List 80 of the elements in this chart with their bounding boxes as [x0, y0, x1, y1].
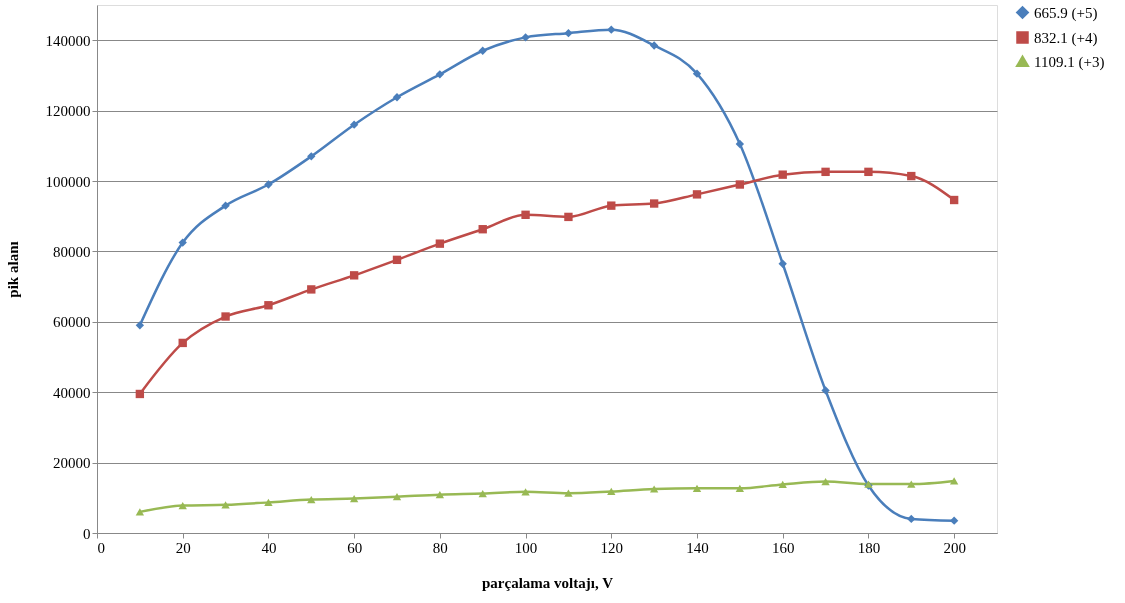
point	[692, 69, 702, 78]
point	[392, 493, 402, 501]
point	[178, 338, 187, 348]
point	[435, 70, 445, 79]
point	[307, 285, 316, 294]
point	[649, 199, 659, 208]
y-tick-label: 60000	[53, 314, 91, 331]
point	[349, 271, 359, 280]
point	[521, 33, 530, 42]
point	[821, 167, 830, 177]
point	[778, 259, 787, 268]
point	[435, 491, 445, 499]
point	[307, 152, 316, 161]
point	[907, 514, 916, 524]
y-tick-label: 80000	[53, 243, 91, 260]
point	[907, 480, 916, 488]
point	[307, 495, 316, 504]
point	[478, 489, 487, 498]
point	[435, 239, 445, 248]
x-tick-label: 160	[771, 539, 795, 556]
point	[821, 477, 830, 486]
point	[478, 225, 487, 234]
x-tick-label: 180	[857, 539, 881, 556]
x-tick-label: 100	[514, 539, 538, 556]
y-tick-label: 40000	[53, 384, 91, 401]
x-tick-label: 140	[686, 539, 709, 556]
legend-label: 1109.1 (+3)	[1034, 53, 1105, 71]
point	[264, 498, 273, 506]
point	[349, 494, 359, 503]
x-tick-label: 60	[347, 539, 363, 556]
point	[521, 210, 530, 219]
point	[264, 301, 273, 310]
point	[778, 480, 787, 489]
point	[692, 190, 702, 199]
point	[778, 170, 787, 179]
x-tick-label: 40	[261, 539, 277, 556]
y-tick-label: 120000	[45, 103, 91, 120]
x-tick-label: 80	[432, 539, 448, 556]
legend-label: 665.9 (+5)	[1034, 4, 1098, 22]
x-tick-label: 120	[600, 539, 624, 556]
point	[178, 501, 187, 510]
point	[135, 321, 145, 330]
point	[821, 386, 830, 395]
y-tick-label: 20000	[53, 455, 91, 472]
point	[349, 120, 359, 129]
point	[392, 255, 402, 265]
point	[735, 139, 745, 149]
y-tick-label: 100000	[45, 173, 91, 190]
point	[221, 312, 230, 321]
point	[949, 477, 959, 485]
legend-label: 832.1 (+4)	[1034, 29, 1098, 47]
point	[649, 485, 659, 493]
point	[607, 487, 616, 496]
point	[392, 93, 402, 102]
point	[864, 167, 873, 177]
y-axis-title: pik alanı	[4, 241, 21, 298]
point	[692, 484, 702, 492]
point	[607, 25, 616, 34]
point	[649, 41, 659, 50]
point	[607, 201, 616, 210]
point	[735, 180, 745, 189]
y-tick-label: 140000	[45, 32, 91, 49]
x-axis-title: parçalama voltajı, V	[482, 574, 614, 591]
point	[564, 28, 573, 38]
point	[949, 195, 959, 205]
x-tick-label: 200	[943, 539, 966, 556]
x-tick-label: 0	[97, 539, 105, 556]
point	[178, 238, 187, 247]
point	[564, 489, 573, 497]
point	[221, 201, 230, 210]
point	[135, 389, 145, 399]
point	[264, 180, 273, 189]
point	[907, 171, 916, 181]
point	[135, 508, 145, 516]
point	[478, 46, 487, 55]
point	[735, 484, 745, 492]
y-tick-label: 0	[83, 525, 91, 542]
point	[564, 212, 573, 222]
point	[521, 488, 530, 496]
x-tick-label: 20	[175, 539, 191, 556]
